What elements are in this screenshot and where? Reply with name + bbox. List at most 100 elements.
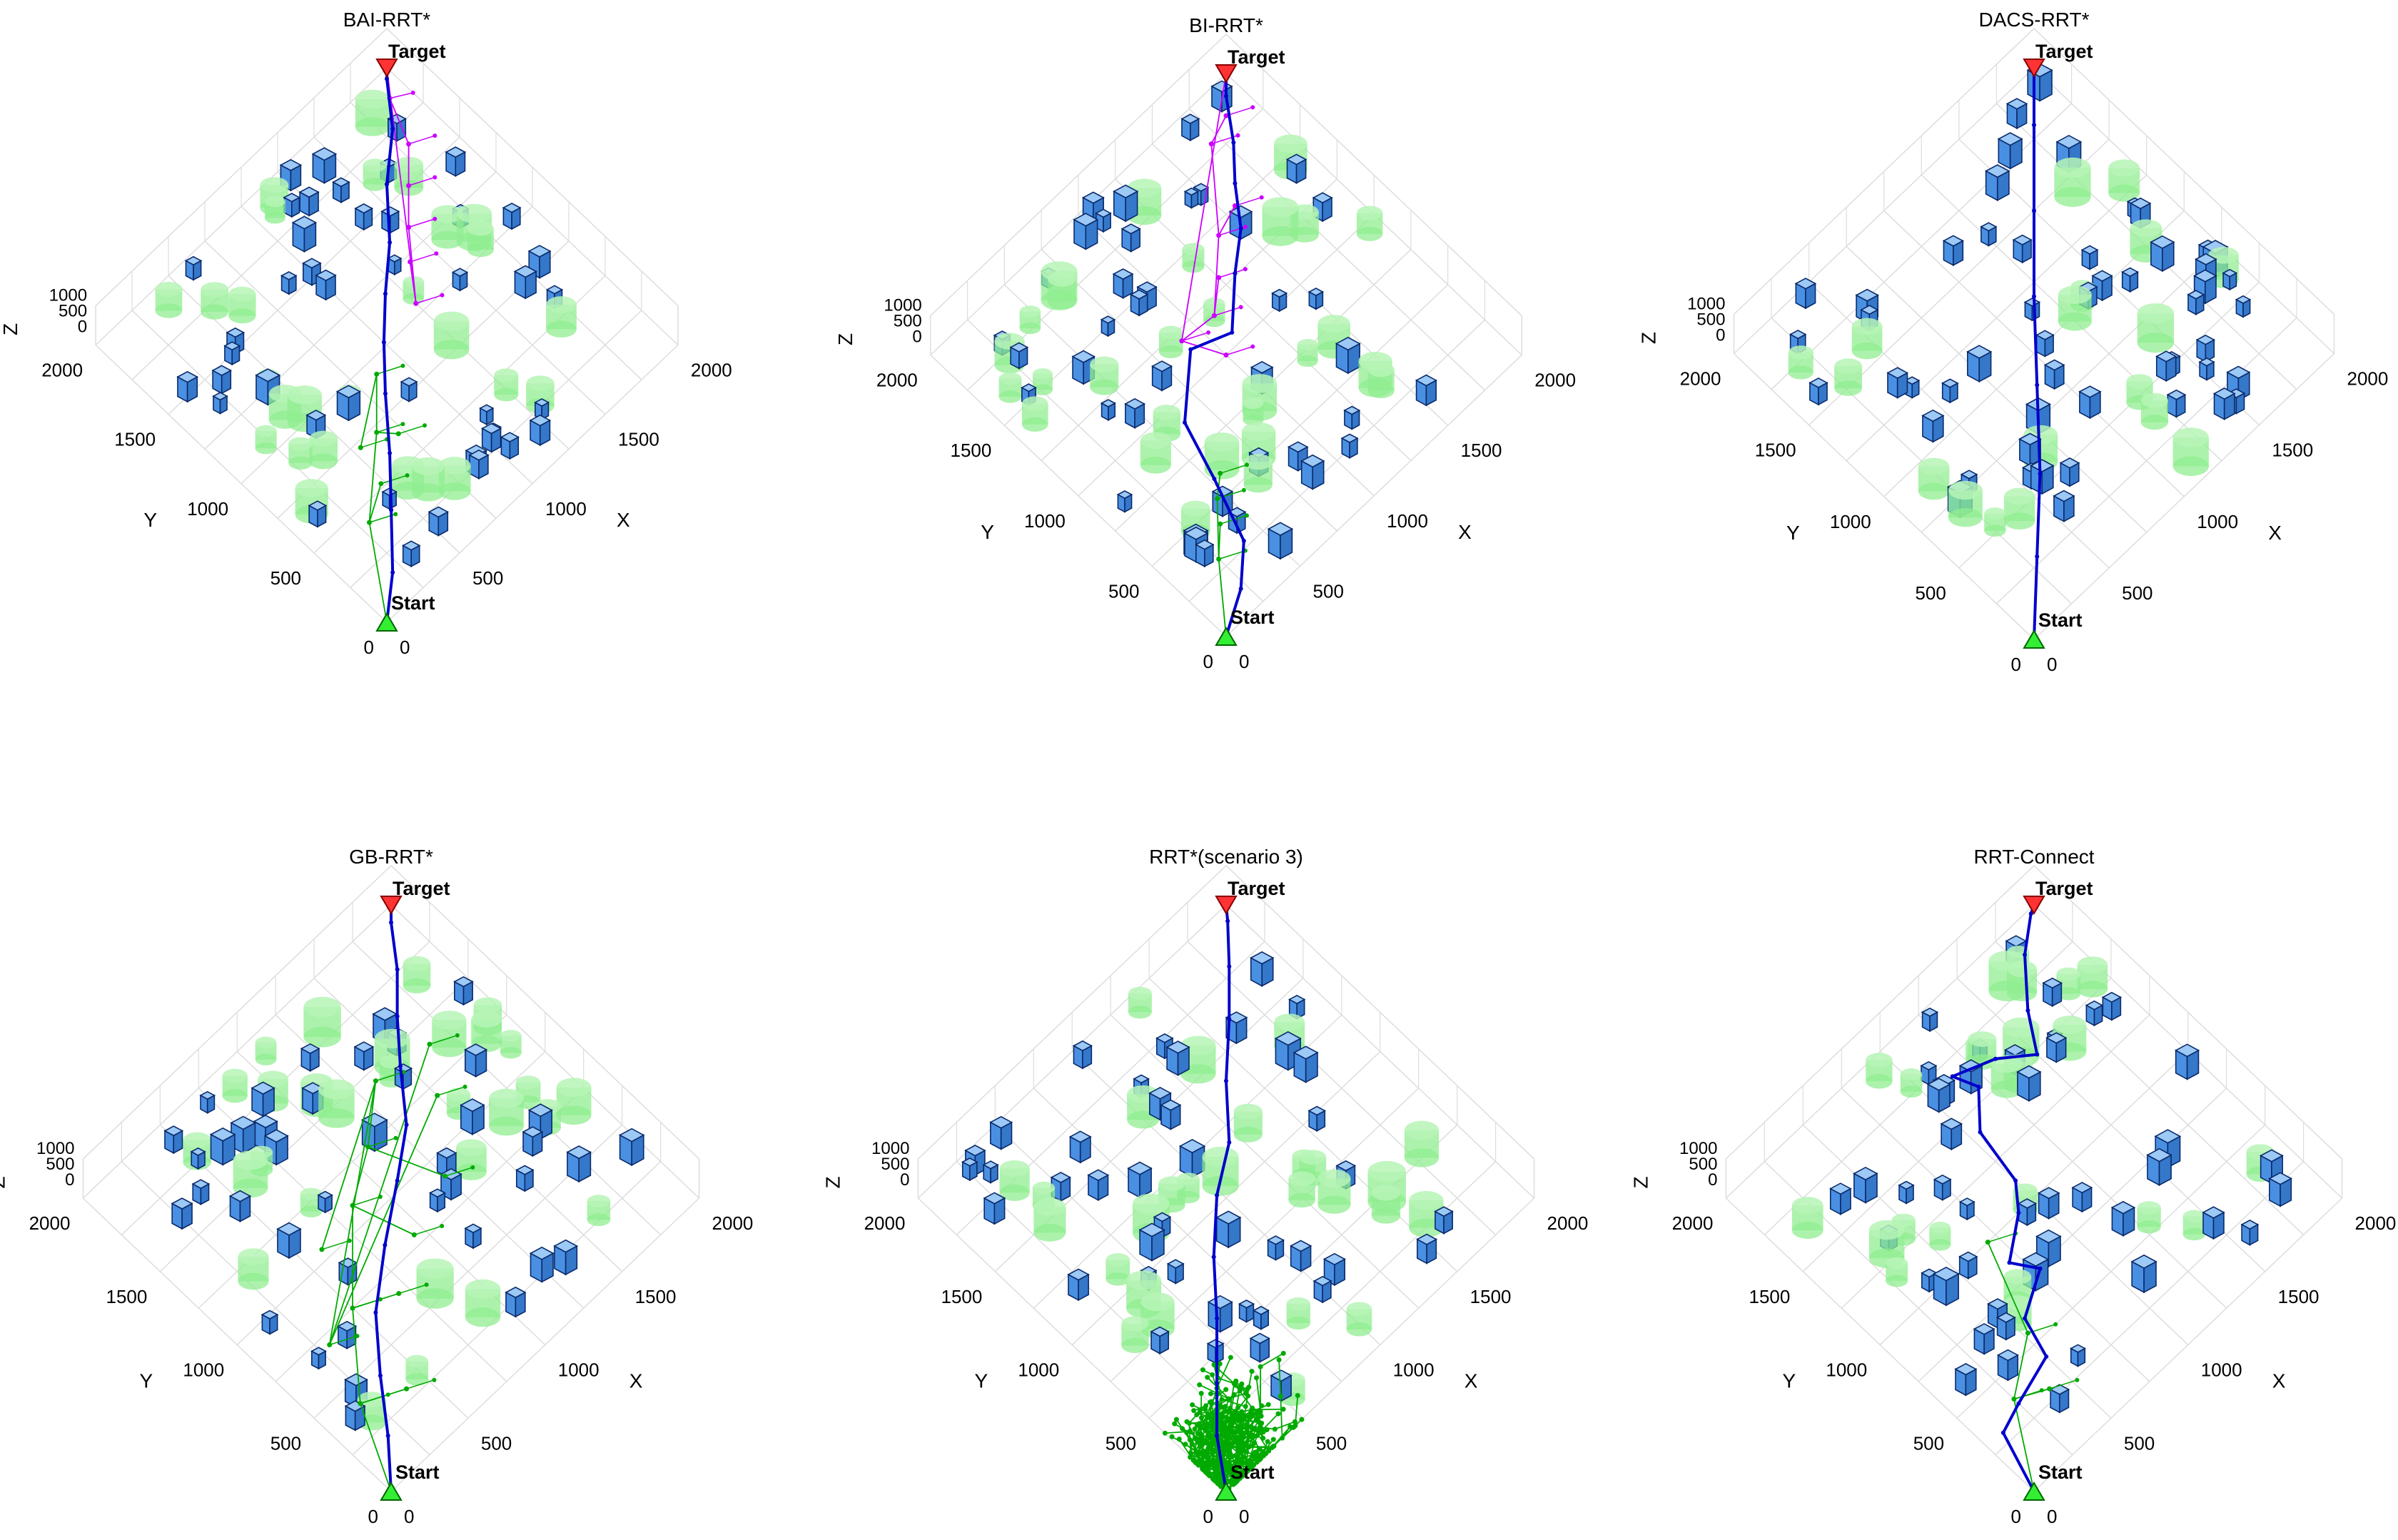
path-node xyxy=(388,240,393,245)
cylinder-bottom xyxy=(1990,1080,2023,1098)
cylinder-bottom xyxy=(1243,477,1273,493)
tree-edge xyxy=(1197,1415,1208,1434)
cylinder-top xyxy=(2182,1210,2206,1222)
cylinder-top xyxy=(2137,1201,2161,1215)
box-top-face xyxy=(553,1239,579,1253)
box-top-face xyxy=(2071,1182,2093,1194)
cylinder-top xyxy=(1140,1292,1175,1312)
box-top-face xyxy=(1100,399,1116,407)
cylinder-top xyxy=(465,1279,501,1299)
box-top-face xyxy=(522,1126,544,1138)
cylinder-bottom xyxy=(432,1038,467,1058)
cylinder-bottom xyxy=(288,456,313,470)
box-top-face xyxy=(1942,235,1965,247)
cylinder-top xyxy=(1288,1171,1315,1187)
cylinder-bottom xyxy=(467,242,494,258)
box-top-face xyxy=(2035,330,2055,340)
box-top-face xyxy=(2059,457,2080,469)
path-node xyxy=(1215,1380,1220,1385)
box-top-face xyxy=(1434,1206,1454,1217)
box-top-face xyxy=(1021,383,1037,392)
tree-edge xyxy=(1214,306,1241,316)
path-node xyxy=(383,291,388,296)
box-top-face xyxy=(191,1179,211,1190)
box-top-face xyxy=(1073,213,1099,227)
path-node xyxy=(2032,123,2036,128)
cylinder-top xyxy=(1834,358,1863,374)
box-top-face xyxy=(353,1041,375,1053)
target-label: Target xyxy=(393,878,450,899)
box-top-face xyxy=(2070,1344,2086,1353)
x-tick-label: 2000 xyxy=(1547,1212,1589,1234)
path-node xyxy=(2023,952,2028,957)
path-node xyxy=(395,1014,400,1019)
x-tick-label: 0 xyxy=(2047,1506,2057,1527)
cylinder-top xyxy=(1886,1257,1908,1270)
cylinder-top xyxy=(2013,1183,2038,1197)
cylinder-bottom xyxy=(1121,1337,1149,1353)
cylinder-bottom xyxy=(1834,380,1863,396)
box-top-face xyxy=(1904,376,1921,385)
cylinder-top xyxy=(1317,1169,1351,1188)
cylinder-bottom xyxy=(416,1288,454,1309)
y-tick-label: 500 xyxy=(1913,1432,1944,1454)
path-node xyxy=(373,1310,378,1315)
tree-edge xyxy=(368,432,378,523)
cylinder-top xyxy=(1182,243,1205,255)
start-marker xyxy=(1215,1481,1238,1501)
chart-title: RRT*(scenario 3) xyxy=(1149,846,1303,868)
box-top-face xyxy=(302,258,322,269)
tree-edge xyxy=(360,438,388,448)
box-top-face xyxy=(228,1190,252,1202)
z-tick-label: 500 xyxy=(59,302,87,321)
tree-node xyxy=(1200,1367,1205,1373)
tree-node xyxy=(1295,1392,1300,1398)
chart-panel-5: RRT*(scenario 3)StartTarget0050050010001… xyxy=(821,846,1588,1527)
y-axis-label: Y xyxy=(140,1370,153,1392)
cylinder-bottom xyxy=(255,1053,277,1065)
tree-node xyxy=(1207,1473,1213,1479)
cylinder-top xyxy=(2003,1269,2032,1285)
chart-panel-1: BAI-RRT*StartTarget005005001000100015001… xyxy=(0,9,732,658)
cylinder-bottom xyxy=(1019,322,1041,335)
box-top-face xyxy=(1794,278,1817,290)
cylinder-top xyxy=(1241,422,1276,441)
y-tick-label: 500 xyxy=(270,567,301,589)
box-top-face xyxy=(1100,315,1116,324)
grid-line xyxy=(1187,941,1497,1235)
box-top-face xyxy=(2195,334,2215,345)
tree-edge xyxy=(1220,464,1248,474)
box-top-face xyxy=(1997,132,2023,146)
cylinder-top xyxy=(438,457,471,475)
tree-edge xyxy=(1218,1390,1240,1407)
path-node xyxy=(389,507,394,512)
tree-node xyxy=(432,175,437,180)
box-top-face xyxy=(184,255,203,265)
tree-node xyxy=(1243,225,1248,230)
path-node xyxy=(1978,1130,1983,1135)
tree-node xyxy=(1172,1421,1178,1427)
cylinder-top xyxy=(403,956,431,972)
target-label: Target xyxy=(1228,878,1285,899)
y-tick-label: 0 xyxy=(368,1506,378,1527)
y-tick-label: 0 xyxy=(364,637,374,658)
box-top-face xyxy=(230,1115,257,1130)
tree-node xyxy=(1215,1475,1221,1481)
cylinder-bottom xyxy=(2077,981,2108,998)
box-top-face xyxy=(464,1043,488,1056)
box-top-face xyxy=(2037,1187,2060,1200)
tree-node xyxy=(1195,1462,1201,1468)
box-top-face xyxy=(1193,183,1210,192)
back-wall xyxy=(917,864,1535,1198)
path-node xyxy=(395,967,400,972)
tree-node xyxy=(1276,1357,1282,1363)
tree-node xyxy=(1204,1423,1210,1429)
tree-node xyxy=(1229,1444,1235,1449)
tree-node xyxy=(2075,1377,2080,1382)
z-tick-label: 500 xyxy=(1689,1155,1717,1174)
start-marker xyxy=(1215,627,1238,646)
box-top-face xyxy=(279,158,303,171)
tree-node xyxy=(1239,1429,1245,1434)
tree-edge xyxy=(1218,1424,1225,1440)
tree-edge xyxy=(1199,1384,1230,1400)
